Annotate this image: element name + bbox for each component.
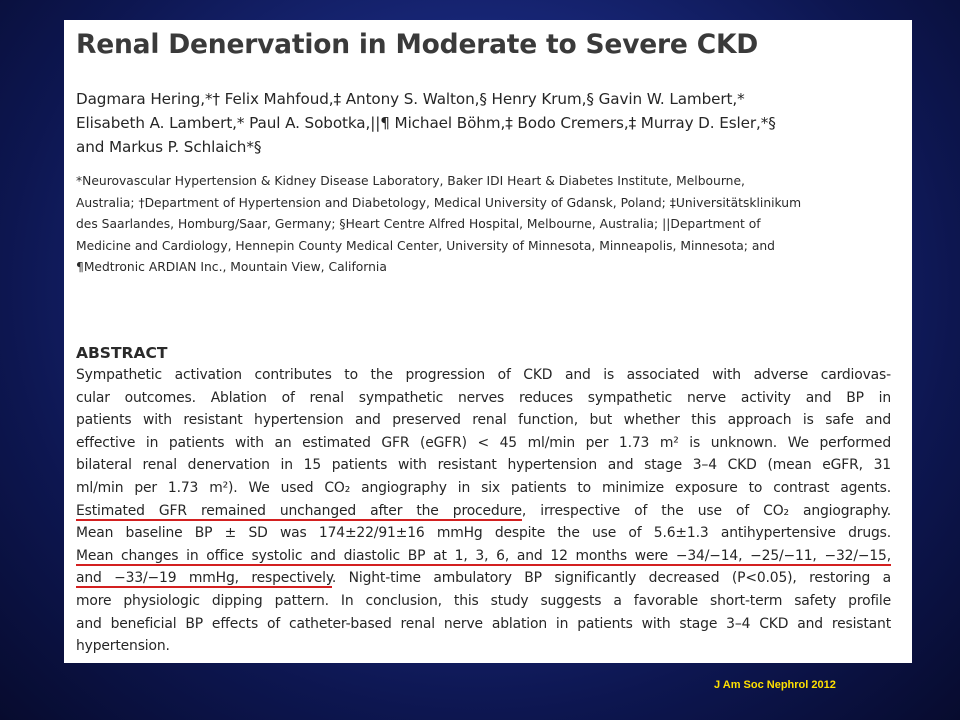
abstract-line: Mean baseline BP ± SD was 174±22/91±16 m…: [76, 525, 891, 542]
affiliation-line: *Neurovascular Hypertension & Kidney Dis…: [76, 174, 745, 188]
author-line: Elisabeth A. Lambert,* Paul A. Sobotka,|…: [76, 114, 776, 132]
author-line: and Markus P. Schlaich*§: [76, 138, 262, 156]
highlighted-finding-bp: Mean changes in office systolic and dias…: [76, 547, 891, 566]
abstract-line: and −33/−19 mmHg, respectively. Night-ti…: [76, 567, 891, 590]
abstract-line: effective in patients with an estimated …: [76, 434, 891, 451]
abstract-line: Estimated GFR remained unchanged after t…: [76, 500, 891, 523]
affiliation-line: ¶Medtronic ARDIAN Inc., Mountain View, C…: [76, 260, 387, 275]
paper-title: Renal Denervation in Moderate to Severe …: [76, 29, 759, 60]
affiliation-line: Australia; †Department of Hypertension a…: [76, 195, 802, 210]
affiliation-line: Medicine and Cardiology, Hennepin County…: [76, 238, 775, 253]
author-line: Dagmara Hering,*† Felix Mahfoud,‡ Antony…: [76, 90, 745, 108]
highlighted-finding-bp-cont: and −33/−19 mmHg, respectively: [76, 570, 332, 589]
abstract-heading: ABSTRACT: [76, 344, 168, 362]
affiliation-line: des Saarlandes, Homburg/Saar, Germany; §…: [76, 217, 761, 232]
abstract-line: hypertension.: [76, 638, 170, 655]
abstract-line: Mean changes in office systolic and dias…: [76, 545, 891, 568]
abstract-line: more physiologic dipping pattern. In con…: [76, 592, 891, 609]
highlighted-finding-egfr: Estimated GFR remained unchanged after t…: [76, 502, 522, 521]
paper-excerpt: Renal Denervation in Moderate to Severe …: [64, 20, 912, 663]
abstract-line: ml/min per 1.73 m²). We used CO₂ angiogr…: [76, 479, 891, 496]
citation-label: J Am Soc Nephrol 2012: [714, 679, 836, 691]
abstract-line: Sympathetic activation contributes to th…: [76, 367, 891, 383]
abstract-text: , irrespective of the use of CO₂ angiogr…: [521, 502, 891, 519]
abstract-line: patients with resistant hypertension and…: [76, 412, 891, 429]
abstract-line: cular outcomes. Ablation of renal sympat…: [76, 389, 891, 406]
abstract-line: and beneficial BP effects of catheter-ba…: [76, 615, 891, 632]
abstract-line: bilateral renal denervation in 15 patien…: [76, 457, 891, 474]
affiliation-list: *Neurovascular Hypertension & Kidney Dis…: [76, 171, 886, 279]
abstract-body: Sympathetic activation contributes to th…: [76, 364, 891, 658]
abstract-text: . Night-time ambulatory BP significantly…: [331, 570, 891, 587]
author-list: Dagmara Hering,*† Felix Mahfoud,‡ Antony…: [76, 87, 896, 159]
